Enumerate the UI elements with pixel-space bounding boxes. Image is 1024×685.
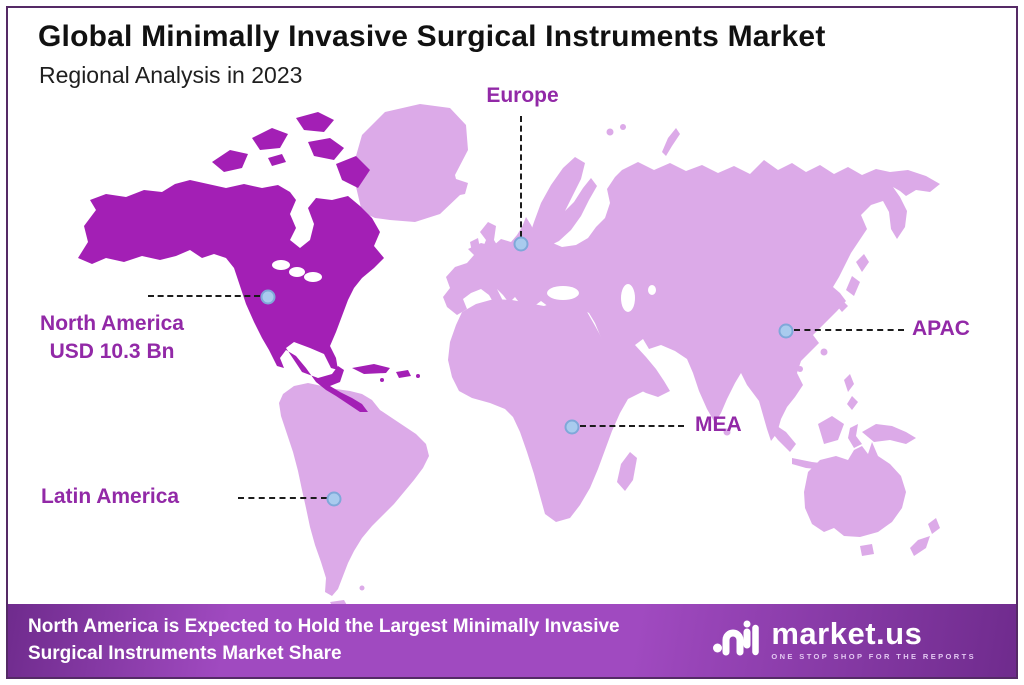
island-tasmania — [860, 544, 874, 556]
island-sulawesi — [848, 424, 862, 448]
region-label-europe: Europe — [486, 84, 559, 107]
island-cuba — [352, 364, 390, 374]
page-title: Global Minimally Invasive Surgical Instr… — [38, 20, 826, 53]
page-subtitle: Regional Analysis in 2023 — [39, 62, 303, 88]
island-sumatra — [770, 424, 796, 452]
island-new-guinea — [862, 424, 916, 444]
island-jamaica — [380, 378, 384, 382]
footer-note: North America is Expected to Hold the La… — [28, 615, 620, 664]
island-madagascar — [617, 452, 637, 491]
arctic-island-2 — [252, 128, 288, 150]
great-lake-2 — [289, 267, 305, 277]
latin-america-marker — [326, 491, 342, 507]
brand-name: market.us — [771, 616, 923, 651]
island-sri-lanka — [723, 428, 731, 436]
region-label-apac: APAC — [912, 317, 970, 340]
north-america-callout-line — [148, 295, 260, 297]
island-philippines-north — [844, 374, 854, 392]
europe-callout-line — [520, 116, 522, 237]
north-america-value: USD 10.3 Bn — [49, 340, 175, 363]
north-america-label-text: North America — [40, 312, 184, 335]
aral-sea — [648, 285, 656, 295]
footer-bar: North America is Expected to Hold the La… — [8, 604, 1016, 677]
continent-australia — [804, 442, 906, 537]
island-japan-north — [856, 254, 869, 272]
island-svalbard-2 — [620, 124, 626, 130]
mea-marker — [564, 419, 580, 435]
arctic-island-baffin — [336, 156, 370, 188]
region-label-north-america: North America USD 10.3 Bn — [12, 312, 212, 364]
caspian-sea — [621, 284, 635, 312]
island-ireland — [470, 238, 480, 252]
apac-callout-line — [794, 329, 904, 331]
europe-marker — [513, 236, 529, 252]
island-puerto-rico — [416, 374, 420, 378]
island-falklands — [359, 585, 365, 591]
north-america-marker — [260, 289, 276, 305]
island-taiwan — [820, 348, 828, 356]
region-label-mea: MEA — [695, 413, 742, 436]
great-lake-1 — [272, 260, 290, 270]
region-scandinavia — [528, 157, 597, 247]
great-lake-3 — [304, 272, 322, 282]
market-us-logo-icon — [713, 620, 760, 656]
arctic-island-4 — [308, 138, 344, 160]
island-japan-south — [837, 300, 848, 312]
island-novaya-zemlya — [662, 128, 680, 156]
island-svalbard — [606, 128, 614, 136]
black-sea — [547, 286, 579, 300]
continent-north-america — [78, 180, 384, 412]
arctic-island-1 — [212, 150, 248, 172]
island-japan-main — [846, 276, 860, 296]
island-borneo — [818, 416, 844, 444]
continent-eurasia — [443, 160, 940, 441]
region-label-latin-america: Latin America — [41, 485, 180, 508]
latin-america-callout-line — [238, 497, 327, 499]
island-new-zealand-south — [910, 536, 930, 556]
island-hispaniola — [396, 370, 411, 378]
arctic-island-3 — [296, 112, 334, 132]
island-great-britain — [480, 222, 500, 256]
island-hainan — [797, 366, 803, 372]
island-greenland — [352, 104, 468, 222]
brand-tagline: ONE STOP SHOP FOR THE REPORTS — [771, 652, 976, 661]
brand-logo: market.us ONE STOP SHOP FOR THE REPORTS — [713, 618, 976, 661]
continent-africa — [448, 299, 660, 522]
continent-south-america — [279, 383, 429, 596]
island-new-zealand-north — [928, 518, 940, 534]
apac-marker — [778, 323, 794, 339]
island-philippines-south — [847, 396, 858, 410]
arctic-island-5 — [268, 154, 286, 166]
mea-callout-line — [580, 425, 684, 427]
